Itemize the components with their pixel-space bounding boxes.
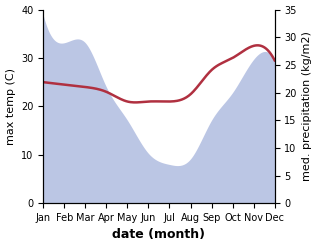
X-axis label: date (month): date (month) [113,228,205,242]
Y-axis label: max temp (C): max temp (C) [5,68,16,145]
Y-axis label: med. precipitation (kg/m2): med. precipitation (kg/m2) [302,31,313,181]
